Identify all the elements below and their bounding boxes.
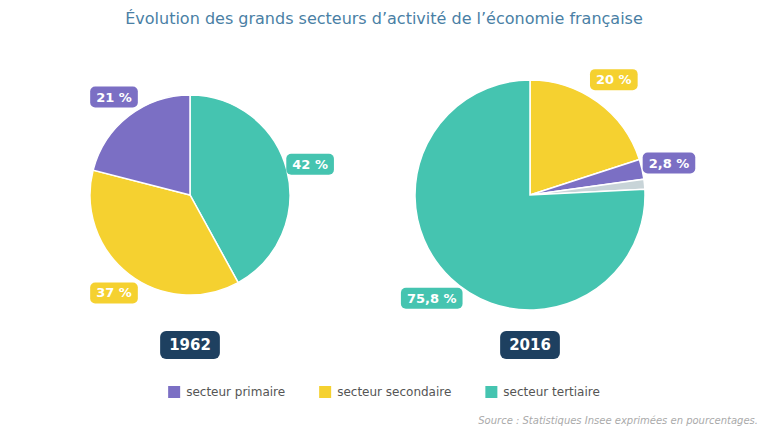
legend-swatch: [319, 386, 331, 398]
data-label: 2,8 %: [649, 156, 690, 171]
legend-entry: secteur secondaire: [319, 385, 451, 399]
data-label-box: [90, 87, 138, 108]
subtitle-box: [500, 331, 560, 359]
legend-swatch: [168, 386, 180, 398]
pie: 42 % 37 % 21 %: [90, 87, 334, 304]
data-label-group: 75,8 %: [401, 288, 463, 309]
legend-label: secteur secondaire: [337, 385, 451, 399]
subtitle: 2016: [509, 336, 551, 354]
data-label: 37 %: [96, 285, 132, 300]
data-label-group: 37 %: [90, 282, 138, 303]
data-label-box: [643, 153, 696, 174]
data-label: 21 %: [96, 90, 132, 105]
data-label-group: 42 %: [286, 154, 334, 175]
data-label-group: 2,8 %: [643, 153, 696, 174]
pie-slice: [93, 95, 190, 195]
chart: Évolution des grands secteurs d’activité…: [0, 0, 768, 432]
legend-entry: secteur primaire: [168, 385, 285, 399]
pie: 20 % 2,8 % 75,8 %: [401, 69, 695, 310]
annotation: Source : Statistiques Insee exprimées en…: [478, 415, 758, 426]
title: Évolution des grands secteurs d’activité…: [125, 9, 643, 28]
data-label-group: 20 %: [590, 69, 638, 90]
subtitle: 1962: [169, 336, 211, 354]
pie-slice: [415, 80, 645, 310]
data-label-box: [286, 154, 334, 175]
legend-entry: secteur tertiaire: [485, 385, 599, 399]
subtitle-box: [160, 331, 220, 359]
data-label-group: 21 %: [90, 87, 138, 108]
data-label-box: [590, 69, 638, 90]
year-label-group: 2016: [500, 331, 560, 359]
data-label: 42 %: [292, 157, 328, 172]
legend-label: secteur tertiaire: [503, 385, 599, 399]
legend-swatch: [485, 386, 497, 398]
data-label: 20 %: [596, 72, 632, 87]
data-label: 75,8 %: [407, 291, 457, 306]
legend: secteur primaire secteur secondaire secteu…: [168, 385, 600, 399]
data-label-box: [90, 282, 138, 303]
data-label-box: [401, 288, 463, 309]
year-label-group: 1962: [160, 331, 220, 359]
legend-label: secteur primaire: [186, 385, 285, 399]
